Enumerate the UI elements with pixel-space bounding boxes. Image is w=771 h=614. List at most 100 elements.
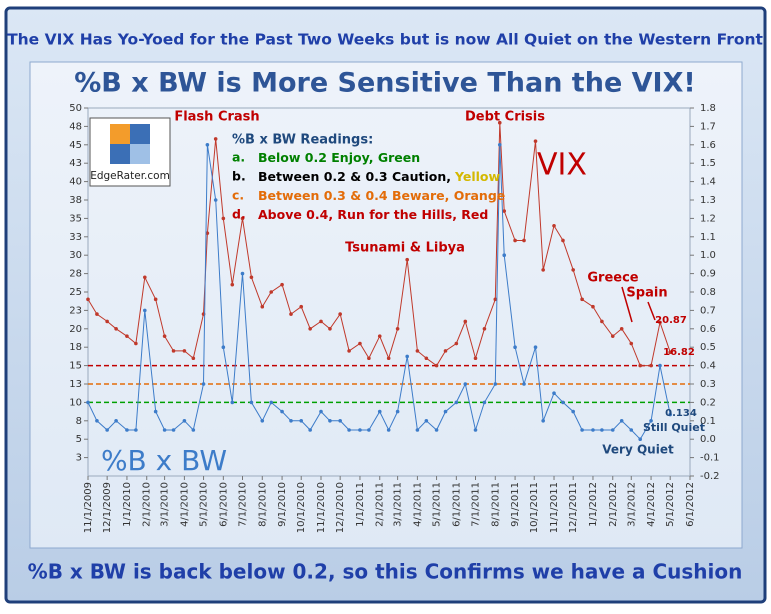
y2-tick-label: 1.7 (700, 121, 716, 132)
data-point (347, 349, 351, 353)
data-point (386, 428, 391, 432)
data-point (591, 304, 595, 309)
data-point (319, 319, 323, 324)
data-point (454, 400, 459, 405)
annotation: Spain (626, 286, 667, 301)
annotation: %B x BW (101, 444, 227, 477)
data-point (308, 327, 312, 331)
data-point (86, 400, 90, 405)
y-tick-label: 3 (76, 453, 82, 464)
logo-icon (110, 144, 130, 164)
data-point (415, 428, 420, 432)
y-tick-label: 15 (69, 361, 82, 372)
data-point (571, 409, 575, 414)
data-point (619, 327, 624, 331)
legend-text: Between 0.3 & 0.4 Beware, Orange (258, 188, 505, 203)
data-point (552, 223, 556, 228)
x-tick-label: 5/1/2012 (665, 482, 676, 527)
data-point (497, 143, 502, 147)
y-tick-label: 38 (69, 195, 82, 206)
y2-tick-label: 0.2 (700, 397, 716, 408)
data-point (143, 308, 147, 313)
y2-tick-label: 0.5 (700, 342, 716, 353)
data-point (249, 275, 254, 280)
y2-tick-label: 1.1 (700, 232, 716, 243)
data-point (280, 282, 284, 287)
y2-tick-label: 0.8 (700, 287, 716, 298)
y-tick-label: 23 (69, 305, 82, 316)
data-point (513, 238, 517, 243)
data-point (338, 312, 342, 316)
data-point (114, 419, 118, 423)
legend-marker: a. (232, 150, 245, 165)
data-point (153, 409, 158, 414)
logo-icon (110, 124, 130, 144)
logo-text: EdgeRater.com (90, 170, 170, 182)
data-point (533, 139, 538, 143)
y2-tick-label: 0.6 (700, 324, 716, 335)
data-point (493, 382, 498, 386)
data-point (105, 428, 109, 432)
data-point (260, 304, 265, 309)
footer: %B x BW is back below 0.2, so this Confi… (28, 560, 743, 584)
legend-heading: %B x BW Readings: (232, 133, 373, 148)
data-point (289, 419, 293, 423)
legend-suffix: Yellow (454, 169, 501, 184)
x-tick-label: 7/1/2011 (471, 482, 482, 527)
x-tick-label: 5/1/2010 (199, 482, 210, 527)
data-point (171, 349, 176, 353)
x-tick-label: 11/1/2009 (83, 482, 94, 533)
annotation: Flash Crash (174, 110, 259, 125)
y-tick-label: 28 (69, 269, 82, 280)
data-point (629, 341, 634, 346)
data-point (497, 120, 502, 125)
data-point (443, 409, 448, 414)
y-tick-label: 5 (76, 434, 82, 445)
x-tick-label: 2/1/2012 (608, 482, 619, 527)
legend-text: Between 0.2 & 0.3 Caution, (258, 169, 451, 184)
data-point (191, 356, 196, 361)
data-point (638, 363, 643, 368)
arrows (621, 286, 656, 323)
data-point (182, 419, 187, 423)
legend-text: Below 0.2 Enjoy, Green (258, 150, 420, 165)
data-point (125, 428, 129, 432)
data-point (230, 282, 235, 287)
data-point (377, 409, 382, 414)
data-point (95, 419, 99, 423)
data-point (240, 271, 245, 276)
data-point (600, 319, 604, 324)
data-point (405, 354, 409, 359)
data-point (395, 327, 400, 331)
x-tick-label: 5/1/2011 (432, 482, 443, 527)
x-tick-label: 9/1/2010 (277, 482, 288, 527)
y-tick-label: 50 (69, 103, 82, 114)
data-point (561, 238, 565, 243)
data-point (358, 428, 362, 432)
y-tick-label: 20 (69, 324, 82, 335)
y-tick-label: 48 (69, 121, 82, 132)
data-point (434, 363, 439, 368)
data-point (162, 334, 167, 338)
data-point (162, 428, 167, 432)
x-tick-label: 9/1/2011 (510, 482, 521, 527)
data-point (473, 428, 478, 432)
data-point (493, 297, 498, 302)
data-point (513, 345, 517, 350)
y-tick-label: 40 (69, 177, 82, 188)
data-point (205, 231, 210, 235)
data-point (522, 238, 526, 243)
x-tick-label: 1/1/2011 (355, 482, 366, 527)
y-tick-label: 35 (69, 213, 82, 224)
data-point (153, 297, 158, 302)
y-tick-label: 25 (69, 287, 82, 298)
logo-icon (130, 124, 150, 144)
x-tick-label: 3/1/2012 (626, 482, 637, 527)
data-point (367, 428, 371, 432)
data-point (221, 345, 226, 350)
data-point (289, 312, 293, 316)
data-point (502, 209, 507, 213)
data-point (213, 137, 218, 141)
data-point (308, 428, 312, 432)
x-tick-label: 2/1/2010 (142, 482, 153, 527)
